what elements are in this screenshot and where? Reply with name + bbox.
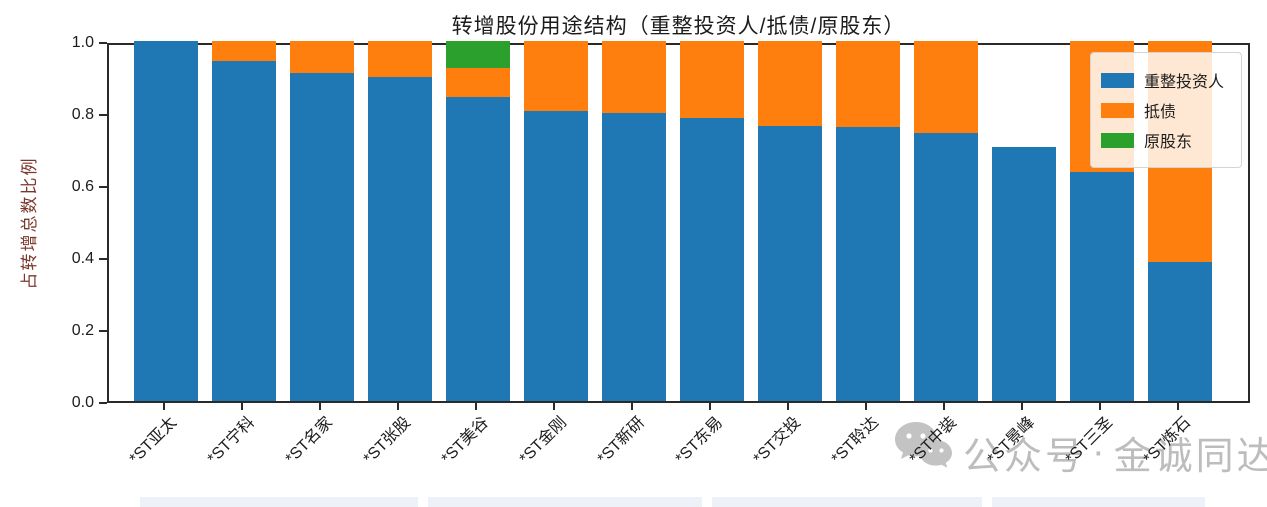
legend: 重整投资人抵债原股东 <box>1090 52 1242 168</box>
bar-segment-重整投资人 <box>446 96 510 401</box>
legend-row: 抵债 <box>1101 98 1231 122</box>
plot-area <box>107 41 1250 403</box>
y-axis-label: 占转增总数比例 <box>20 156 39 290</box>
y-tick-mark <box>99 42 107 44</box>
bar-*ST宁科 <box>212 41 276 401</box>
legend-label: 重整投资人 <box>1144 74 1225 91</box>
x-tick-mark <box>1021 403 1023 410</box>
y-tick-mark <box>99 330 107 332</box>
wechat-icon <box>893 420 953 484</box>
x-tick-mark <box>553 403 555 410</box>
watermark-prefix: 公众号 <box>963 435 1087 478</box>
legend-color-patch <box>1101 132 1134 148</box>
x-tick-mark <box>163 403 165 410</box>
bar-segment-重整投资人 <box>134 41 198 401</box>
bar-*ST景峰 <box>992 45 1056 401</box>
bar-*ST金刚 <box>524 41 588 401</box>
bar-segment-抵债 <box>836 41 900 128</box>
bar-segment-抵债 <box>290 41 354 74</box>
bar-segment-抵债 <box>758 41 822 126</box>
bar-segment-重整投资人 <box>1148 262 1212 401</box>
x-tick-mark <box>631 403 633 410</box>
bar-segment-抵债 <box>914 41 978 133</box>
bar-segment-原股东 <box>446 41 510 68</box>
x-tick-mark <box>943 403 945 410</box>
watermark: 公众号 · 金诚同达 <box>893 420 1267 484</box>
bar-segment-抵债 <box>680 41 744 119</box>
bar-*ST交投 <box>758 41 822 401</box>
x-tick-mark <box>787 403 789 410</box>
y-tick-mark <box>99 114 107 116</box>
x-tick-mark <box>1177 403 1179 410</box>
bar-segment-重整投资人 <box>602 113 666 401</box>
bar-*ST亚太 <box>134 41 198 401</box>
bar-segment-抵债 <box>602 41 666 113</box>
x-tick-mark <box>241 403 243 410</box>
bar-segment-重整投资人 <box>836 127 900 401</box>
y-tick-label: 0.0 <box>71 394 94 411</box>
x-tick-mark <box>1099 403 1101 410</box>
bar-segment-抵债 <box>524 41 588 112</box>
watermark-name: 金诚同达 <box>1113 435 1267 478</box>
bar-segment-重整投资人 <box>992 147 1056 401</box>
y-tick-mark <box>99 402 107 404</box>
chart-title: 转增股份用途结构（重整投资人/抵债/原股东） <box>451 15 906 38</box>
bar-*ST美谷 <box>446 41 510 401</box>
bar-*ST新研 <box>602 41 666 401</box>
legend-row: 原股东 <box>1101 128 1231 152</box>
x-tick-mark <box>865 403 867 410</box>
bar-segment-重整投资人 <box>212 60 276 401</box>
legend-color-patch <box>1101 102 1134 118</box>
bar-segment-抵债 <box>212 41 276 61</box>
bar-segment-抵债 <box>446 68 510 97</box>
bar-segment-重整投资人 <box>368 77 432 401</box>
x-tick-mark <box>397 403 399 410</box>
bottom-strip <box>428 497 702 507</box>
y-tick-label: 1.0 <box>71 34 94 51</box>
x-tick-mark <box>319 403 321 410</box>
y-tick-label: 0.6 <box>71 178 94 195</box>
bar-segment-重整投资人 <box>290 73 354 401</box>
bar-*ST张股 <box>368 41 432 401</box>
bar-*ST东易 <box>680 41 744 401</box>
legend-label: 抵债 <box>1144 104 1177 121</box>
bottom-strip <box>140 497 418 507</box>
x-tick-mark <box>475 403 477 410</box>
y-tick-label: 0.2 <box>71 322 94 339</box>
bar-segment-重整投资人 <box>914 132 978 401</box>
bar-*ST聆达 <box>836 41 900 401</box>
legend-label: 原股东 <box>1144 134 1193 151</box>
y-tick-label: 0.8 <box>71 106 94 123</box>
bottom-strip <box>712 497 982 507</box>
bar-*ST名家 <box>290 41 354 401</box>
watermark-separator: · <box>1092 430 1108 473</box>
bar-segment-重整投资人 <box>1070 172 1134 401</box>
y-tick-mark <box>99 186 107 188</box>
bottom-strip <box>992 497 1205 507</box>
y-tick-mark <box>99 258 107 260</box>
bar-segment-重整投资人 <box>680 118 744 401</box>
x-tick-mark <box>709 403 711 410</box>
bar-segment-重整投资人 <box>758 125 822 401</box>
legend-row: 重整投资人 <box>1101 68 1231 92</box>
bar-segment-抵债 <box>368 41 432 77</box>
y-tick-label: 0.4 <box>71 250 94 267</box>
legend-color-patch <box>1101 72 1134 88</box>
bar-*ST中装 <box>914 41 978 401</box>
bar-segment-重整投资人 <box>524 111 588 401</box>
